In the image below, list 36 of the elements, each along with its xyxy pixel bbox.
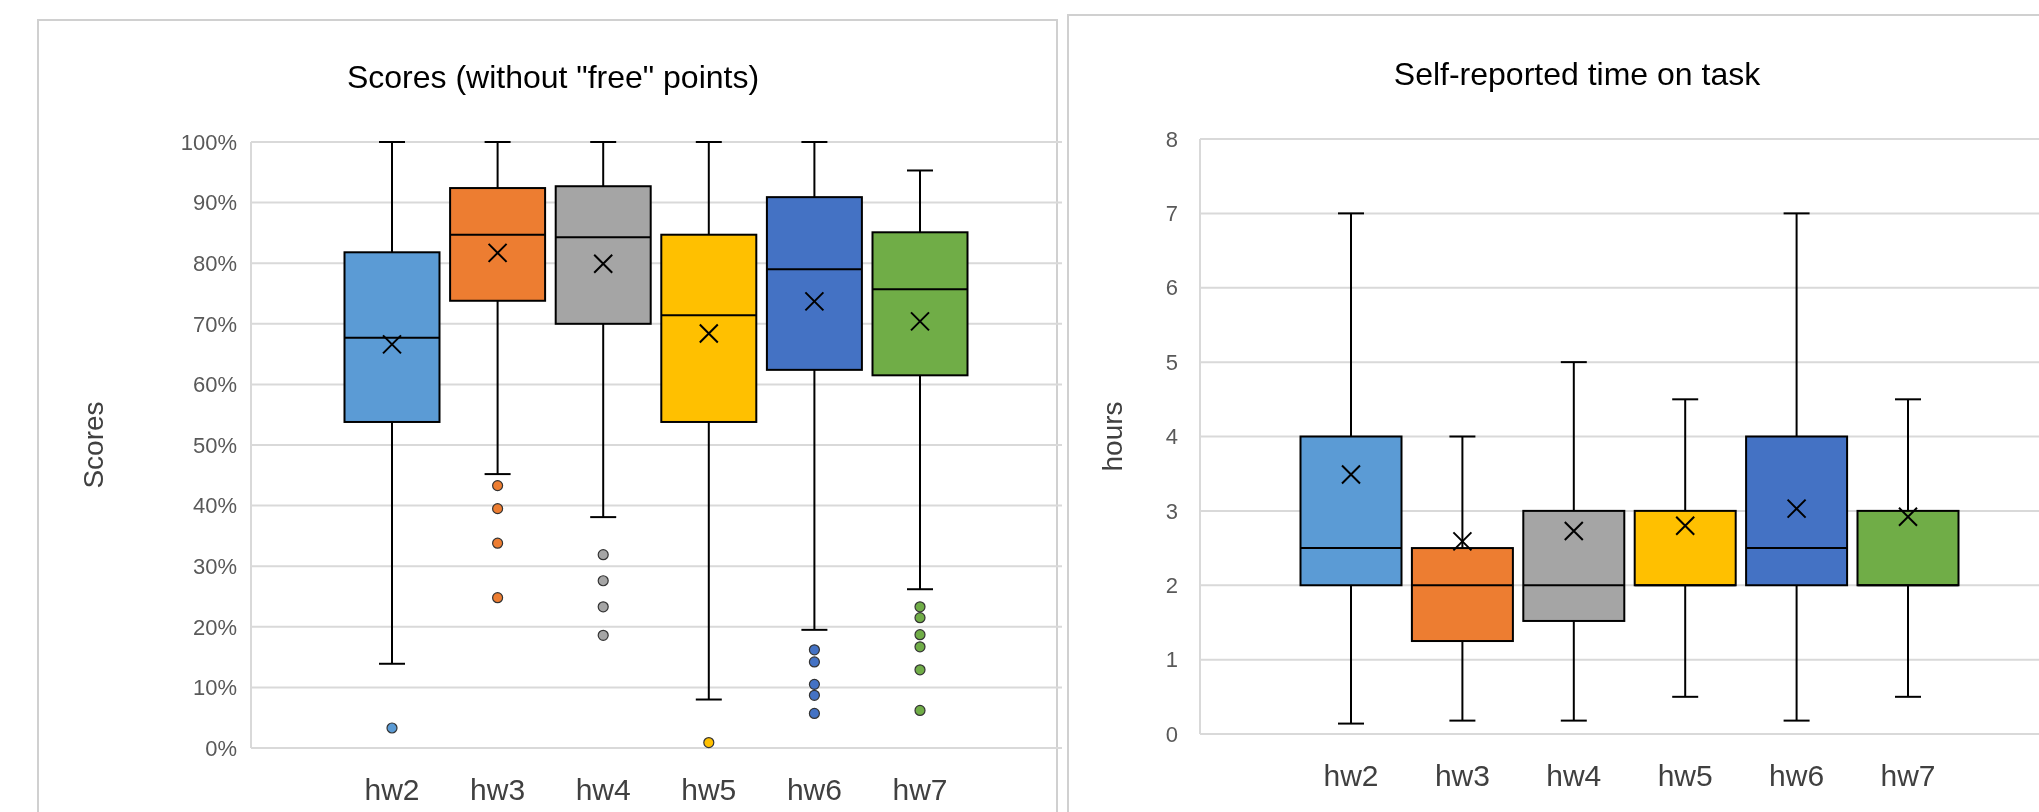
x-tick-label: hw3 bbox=[1434, 759, 1490, 792]
x-tick-label: hw5 bbox=[681, 773, 737, 806]
y-tick-label: 4 bbox=[1165, 424, 1178, 450]
y-tick-label: 60% bbox=[192, 372, 237, 398]
x-tick-label: hw6 bbox=[1769, 759, 1825, 792]
y-tick-label: 90% bbox=[192, 190, 237, 216]
y-tick-label: 0 bbox=[1165, 721, 1178, 747]
y-tick-label: 0% bbox=[205, 735, 237, 761]
y-tick-label: 20% bbox=[192, 614, 237, 640]
x-tick-label: hw4 bbox=[575, 773, 631, 806]
x-tick-label: hw2 bbox=[364, 773, 420, 806]
chart-title: Scores (without "free" points) bbox=[346, 59, 760, 95]
y-tick-label: 30% bbox=[192, 553, 237, 579]
chart-title: Self-reported time on task bbox=[1393, 56, 1762, 92]
y-tick-label: 6 bbox=[1165, 275, 1178, 301]
x-tick-label: hw6 bbox=[786, 773, 842, 806]
y-tick-label: 1 bbox=[1165, 647, 1178, 673]
x-tick-label: hw4 bbox=[1546, 759, 1602, 792]
y-tick-label: 3 bbox=[1165, 498, 1178, 524]
y-axis-title: hours bbox=[1096, 401, 1128, 472]
y-tick-label: 70% bbox=[192, 311, 237, 337]
y-tick-label: 40% bbox=[192, 493, 237, 519]
y-axis-title: Scores bbox=[77, 401, 109, 489]
x-tick-label: hw7 bbox=[1880, 759, 1936, 792]
y-tick-label: 100% bbox=[180, 129, 237, 155]
y-tick-label: 8 bbox=[1165, 126, 1178, 152]
x-tick-label: hw2 bbox=[1323, 759, 1379, 792]
y-tick-label: 80% bbox=[192, 250, 237, 276]
x-tick-label: hw3 bbox=[470, 773, 526, 806]
x-tick-label: hw5 bbox=[1657, 759, 1713, 792]
x-tick-label: hw7 bbox=[892, 773, 948, 806]
y-tick-label: 7 bbox=[1165, 201, 1178, 227]
y-tick-label: 10% bbox=[192, 675, 237, 701]
y-tick-label: 50% bbox=[192, 432, 237, 458]
y-tick-label: 2 bbox=[1165, 572, 1178, 598]
y-tick-label: 5 bbox=[1165, 349, 1178, 375]
